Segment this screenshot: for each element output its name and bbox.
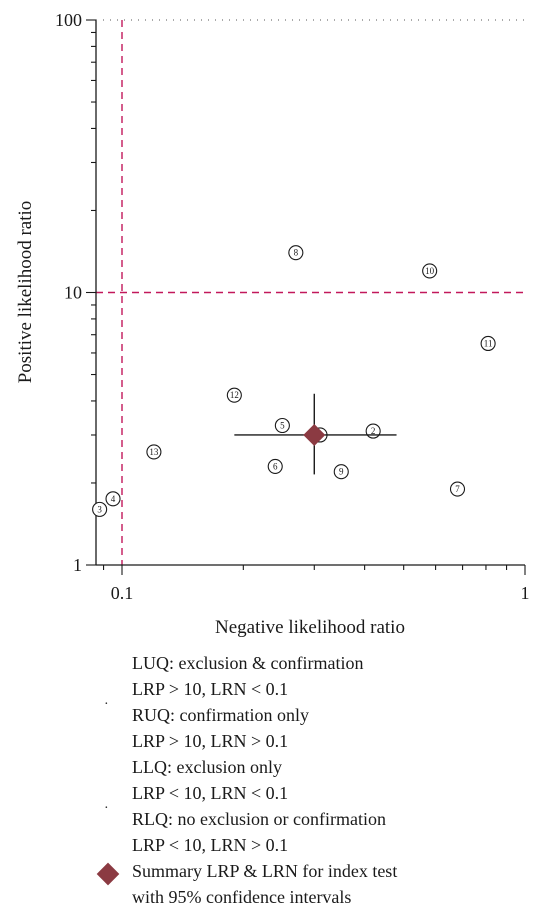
study-point: 8 [288, 245, 304, 261]
legend: · LUQ: exclusion & confirmation LRP > 10… [90, 650, 530, 910]
summary-diamond-icon [96, 862, 120, 886]
study-point-marker [480, 335, 496, 352]
y-tick-label: 10 [64, 283, 82, 303]
study-point: 2 [365, 423, 381, 439]
study-point-label: 5 [280, 421, 285, 431]
legend-llq-title: LLQ: exclusion only [132, 757, 282, 777]
study-point: 4 [105, 491, 121, 507]
legend-rlq-title: RLQ: no exclusion or confirmation [132, 809, 386, 829]
study-point-marker [92, 501, 108, 517]
legend-ruq-rule: LRP > 10, LRN > 0.1 [132, 731, 289, 751]
threshold-lines [96, 20, 525, 565]
legend-row-summary: Summary LRP & LRN for index test with 95… [90, 858, 530, 910]
x-tick-label: 1 [521, 583, 530, 603]
study-point-label: 4 [111, 494, 116, 504]
tick-marks: 1 10 100 0.1 1 [55, 10, 530, 603]
study-point: 3 [92, 501, 108, 517]
study-point: 6 [267, 458, 283, 474]
study-point-label: 7 [455, 484, 460, 494]
study-point-label: 9 [339, 467, 344, 477]
study-point-label: 10 [425, 266, 435, 276]
legend-rlq-rule: LRP < 10, LRN > 0.1 [132, 835, 289, 855]
study-point-marker [333, 464, 349, 480]
x-axis-label: Negative likelihood ratio [215, 617, 405, 638]
study-point: 13 [146, 444, 162, 460]
legend-luq-title: LUQ: exclusion & confirmation [132, 653, 364, 673]
legend-summary-line2: with 95% confidence intervals [132, 887, 352, 907]
legend-bullet: · [104, 801, 109, 816]
study-point-label: 11 [484, 338, 493, 348]
study-point: 11 [480, 335, 496, 352]
y-tick-label: 100 [55, 10, 82, 30]
study-point-marker [105, 491, 121, 507]
study-point-marker [288, 245, 304, 261]
study-point-label: 13 [149, 447, 159, 457]
study-point: 5 [274, 417, 290, 434]
study-point-marker [226, 387, 242, 403]
legend-row-luq: · LUQ: exclusion & confirmation LRP > 10… [90, 650, 530, 712]
y-axis-label: Positive likelihood ratio [15, 201, 36, 384]
study-point: 7 [449, 481, 466, 497]
summary-diamond [303, 423, 326, 446]
legend-row-rlq: RLQ: no exclusion or confirmation LRP < … [90, 806, 530, 858]
study-point: 12 [226, 387, 242, 403]
study-point-marker [146, 444, 162, 460]
study-point-marker [274, 417, 290, 434]
x-tick-label: 0.1 [111, 583, 134, 603]
legend-summary-line1: Summary LRP & LRN for index test [132, 861, 398, 881]
study-point: 9 [333, 464, 349, 480]
study-point-label: 8 [294, 248, 299, 258]
study-point-marker [449, 481, 466, 497]
study-point-label: 12 [230, 390, 239, 400]
study-point-label: 6 [273, 461, 278, 471]
summary-estimate [234, 393, 397, 475]
legend-luq-rule: LRP > 10, LRN < 0.1 [132, 679, 289, 699]
legend-row-llq: · LLQ: exclusion only LRP < 10, LRN < 0.… [90, 754, 530, 816]
legend-bullet: · [104, 697, 109, 712]
y-tick-label: 1 [73, 555, 82, 575]
study-point-label: 3 [97, 504, 102, 514]
legend-row-ruq: RUQ: confirmation only LRP > 10, LRN > 0… [90, 702, 530, 754]
legend-llq-rule: LRP < 10, LRN < 0.1 [132, 783, 289, 803]
legend-ruq-title: RUQ: confirmation only [132, 705, 309, 725]
study-point-label: 2 [371, 426, 376, 436]
study-point-marker [267, 458, 283, 474]
study-point: 10 [422, 263, 438, 279]
study-point-marker [422, 263, 438, 279]
